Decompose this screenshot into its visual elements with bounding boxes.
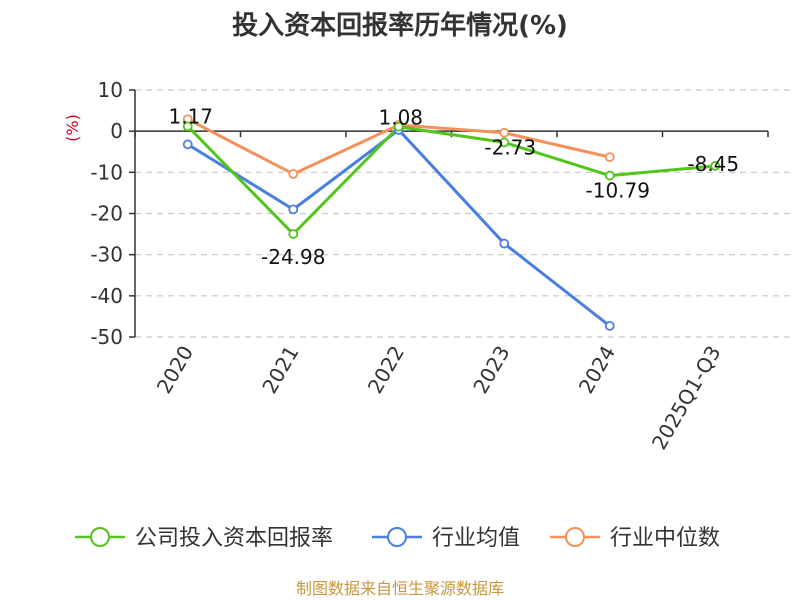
data-point (499, 137, 510, 148)
data-point (604, 152, 615, 163)
data-point (288, 229, 299, 239)
data-labels: 1.17 -24.98 1.08 -2.73 -10.79 -8.45 (168, 104, 739, 269)
data-label: 1.08 (378, 106, 423, 130)
series-points (182, 114, 721, 331)
x-tick-label: 2022 (363, 342, 409, 398)
y-tick-label: -20 (90, 202, 123, 226)
y-axis-label: (%) (63, 114, 82, 142)
y-tick-label: 0 (110, 119, 123, 143)
data-point (393, 121, 404, 132)
data-point (182, 139, 193, 150)
series-lines (186, 117, 716, 328)
x-tick-label: 2023 (468, 342, 514, 398)
data-point (604, 170, 615, 181)
data-label: -8.45 (687, 152, 739, 176)
data-point (604, 320, 615, 331)
legend-marker (387, 527, 407, 547)
data-label: -24.98 (261, 245, 325, 269)
x-tick-label: 2024 (574, 342, 620, 398)
x-tick-label: 2025Q1-Q3 (647, 342, 726, 454)
y-tick-labels: 10 0 -10 -20 -30 -40 -50 (90, 78, 123, 349)
legend-label: 行业均值 (432, 526, 520, 551)
data-label: -2.73 (484, 135, 536, 159)
y-tick-label: 10 (98, 78, 123, 102)
legend: 公司投入资本回报率 行业均值 行业中位数 (75, 526, 720, 551)
data-point (499, 127, 510, 138)
source-note: 制图数据来自恒生聚源数据库 (296, 579, 504, 598)
x-tick-label: 2020 (152, 342, 198, 398)
series-line (186, 125, 716, 236)
data-point (182, 121, 193, 132)
data-point (288, 204, 299, 215)
data-point (288, 169, 299, 179)
data-point (499, 238, 510, 249)
grid (135, 89, 795, 338)
data-label: -10.79 (586, 179, 650, 203)
y-tick-label: -40 (90, 284, 123, 308)
chart-title: 投入资本回报率历年情况(%) (232, 10, 568, 41)
data-label: 1.17 (168, 104, 213, 128)
y-tick-label: -30 (90, 243, 123, 267)
data-point (710, 161, 721, 171)
y-tick-label: -10 (90, 160, 123, 184)
x-tick-label: 2021 (257, 342, 303, 398)
axes (129, 89, 769, 338)
y-tick-label: -50 (90, 325, 123, 349)
legend-marker (565, 527, 585, 547)
legend-label: 行业中位数 (610, 526, 720, 551)
legend-label: 公司投入资本回报率 (135, 526, 333, 551)
legend-marker (90, 527, 110, 547)
x-tick-labels: 2020 2021 2022 2023 2024 2025Q1-Q3 (152, 342, 726, 454)
series-line (186, 128, 611, 328)
